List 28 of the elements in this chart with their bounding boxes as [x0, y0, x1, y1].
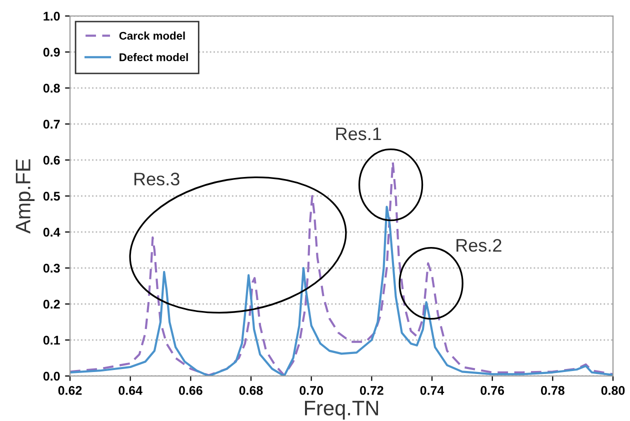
- x-tick-label: 0.64: [118, 386, 142, 395]
- y-tick-label: 0.8: [43, 84, 60, 93]
- y-tick-label: 0.4: [43, 228, 60, 237]
- y-axis-title: Amp.FE: [16, 159, 35, 234]
- x-tick-label: 0.62: [58, 386, 82, 395]
- y-tick-label: 0.6: [43, 156, 60, 165]
- y-tick-label: 0.9: [43, 48, 60, 57]
- x-tick-label: 0.78: [541, 386, 564, 395]
- legend-label: Defect model: [120, 53, 188, 62]
- x-tick-label: 0.66: [179, 386, 202, 395]
- y-tick-label: 0.3: [43, 264, 60, 273]
- y-tick-label: 0.1: [43, 336, 60, 345]
- y-tick-label: 0.7: [43, 120, 60, 129]
- x-tick-label: 0.68: [239, 386, 263, 395]
- annotation: Res.2: [456, 238, 502, 252]
- y-tick-label: 0.2: [43, 300, 60, 309]
- y-tick-label: 1.0: [44, 12, 60, 21]
- x-tick-label: 0.70: [300, 386, 323, 395]
- annotation: Res.1: [336, 128, 382, 140]
- annotation: Res.3: [134, 172, 180, 186]
- x-tick-label: 0.72: [360, 386, 384, 395]
- x-axis-title: Freq.TN: [305, 400, 378, 420]
- x-tick-label: 0.80: [601, 386, 625, 395]
- y-tick-label: 0.5: [43, 192, 60, 201]
- legend-label: Carck model: [119, 32, 185, 40]
- x-tick-label: 0.74: [420, 386, 444, 395]
- x-tick-label: 0.76: [480, 386, 504, 395]
- y-tick-label: 0.0: [43, 372, 60, 381]
